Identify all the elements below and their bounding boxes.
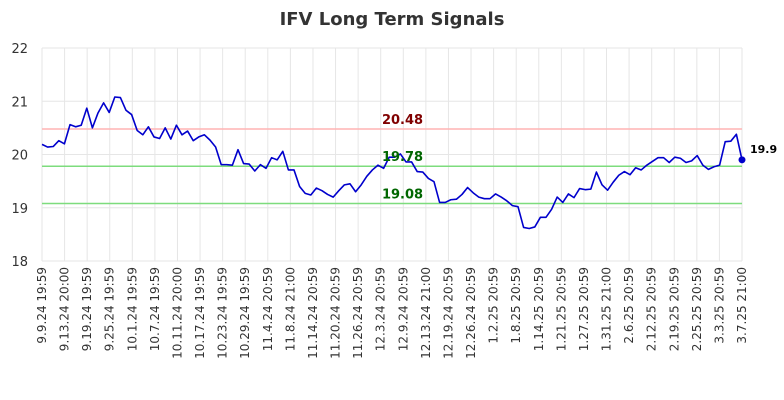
x-tick-label: 1.14.25 20:59: [532, 267, 546, 351]
x-tick-label: 10.29.24 19:59: [238, 267, 252, 359]
x-tick-label: 11.20.24 20:59: [329, 267, 343, 359]
reference-lines: [42, 128, 742, 205]
x-tick-label: 2.25.25 20:59: [690, 267, 704, 351]
reference-line-label: 20.48: [382, 113, 423, 128]
chart-title: IFV Long Term Signals: [280, 9, 505, 30]
x-tick-label: 3.7.25 21:00: [735, 267, 749, 344]
y-tick-label: 19: [11, 202, 28, 217]
x-tick-label: 2.6.25 20:59: [622, 267, 636, 344]
x-tick-label: 10.23.24 19:59: [216, 267, 230, 359]
y-tick-label: 22: [11, 42, 28, 57]
reference-line-label: 19.08: [382, 187, 423, 202]
last-value-label: 19.9: [750, 143, 777, 156]
x-tick-label: 10.1.24 19:59: [125, 267, 139, 351]
last-point-marker: [738, 156, 746, 164]
reference-line-label: 19.78: [382, 150, 423, 165]
x-tick-label: 9.13.24 20:00: [58, 267, 72, 351]
x-tick-label: 11.4.24 20:59: [261, 267, 275, 351]
x-tick-label: 1.27.25 20:59: [577, 267, 591, 351]
x-tick-label: 12.26.24 20:59: [464, 267, 478, 359]
x-tick-label: 9.19.24 19:59: [80, 267, 94, 351]
grid: [41, 47, 743, 262]
x-tick-label: 2.12.25 20:59: [645, 267, 659, 351]
x-tick-label: 11.26.24 20:59: [351, 267, 365, 359]
x-tick-label: 1.21.25 20:59: [554, 267, 568, 351]
x-tick-label: 1.2.25 20:59: [487, 267, 501, 344]
x-tick-label: 12.19.24 20:59: [441, 267, 455, 359]
x-tick-label: 1.8.25 20:59: [509, 267, 523, 344]
x-tick-label: 12.9.24 20:59: [396, 267, 410, 351]
x-tick-label: 10.17.24 19:59: [193, 267, 207, 359]
y-axis-ticks: 18 19 20 21 22: [11, 42, 28, 270]
x-tick-label: 11.14.24 20:59: [306, 267, 320, 359]
x-tick-label: 2.19.25 20:59: [667, 267, 681, 351]
x-tick-label: 9.9.24 19:59: [35, 267, 49, 344]
y-tick-label: 20: [11, 149, 28, 164]
x-tick-label: 10.7.24 19:59: [148, 267, 162, 351]
reference-labels: 20.48 19.78 19.08 19.9: [382, 113, 777, 203]
x-tick-label: 1.31.25 21:00: [600, 267, 614, 351]
y-tick-label: 21: [11, 95, 28, 110]
x-tick-label: 12.13.24 21:00: [419, 267, 433, 359]
price-line: [41, 96, 743, 230]
x-axis-ticks: 9.9.24 19:59 9.13.24 20:00 9.19.24 19:59 9.…: [35, 267, 749, 359]
x-tick-label: 9.25.24 19:59: [103, 267, 117, 351]
x-tick-label: 12.3.24 20:59: [374, 267, 388, 351]
x-tick-label: 3.3.25 20:59: [712, 267, 726, 344]
x-tick-label: 10.11.24 20:00: [170, 267, 184, 359]
y-tick-label: 18: [11, 255, 28, 270]
x-tick-label: 11.8.24 21:00: [283, 267, 297, 351]
series: [41, 96, 746, 230]
